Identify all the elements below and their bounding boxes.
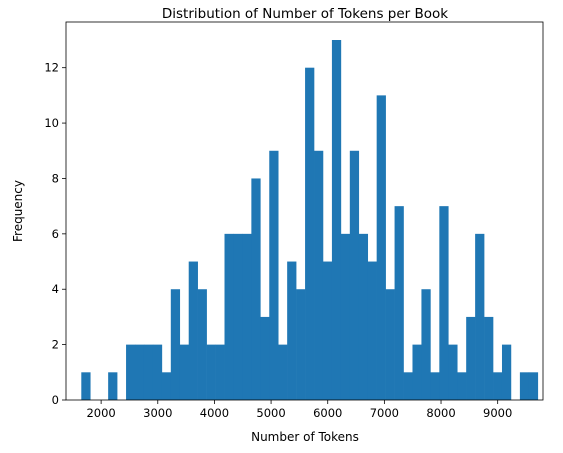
y-tick-label: 8	[52, 171, 59, 185]
plot-frame	[65, 21, 544, 401]
x-tick-label: 6000	[313, 406, 342, 420]
histogram-bar	[367, 261, 377, 400]
histogram-bar	[376, 95, 386, 400]
y-axis-label: Frequency	[11, 180, 25, 242]
histogram-bar	[296, 289, 306, 400]
histogram-bar	[179, 344, 189, 400]
x-tick-label: 7000	[370, 406, 399, 420]
x-tick-label: 4000	[200, 406, 229, 420]
histogram-bar	[287, 261, 297, 400]
histogram-bar	[224, 233, 234, 400]
histogram-bar	[206, 344, 216, 400]
x-tick-label: 8000	[426, 406, 455, 420]
x-tick-label: 5000	[256, 406, 285, 420]
y-tick-label: 2	[52, 338, 59, 352]
histogram-bar	[340, 233, 351, 400]
histogram-bar	[314, 150, 324, 400]
histogram-bar	[322, 261, 333, 400]
histogram-bar	[448, 344, 458, 400]
histogram-bar	[358, 233, 369, 400]
histogram-bar	[528, 372, 539, 400]
histogram-bar	[152, 344, 163, 400]
histogram-bar	[251, 178, 261, 400]
histogram-bar	[260, 316, 270, 400]
histogram-bar	[170, 289, 181, 400]
histogram-bar	[126, 344, 136, 400]
histogram-bar	[403, 372, 413, 400]
x-axis: 2000 3000 4000 5000 6000 7000 8000 9000	[86, 400, 512, 420]
histogram-bar	[430, 372, 440, 400]
histogram-bar	[269, 150, 279, 400]
x-tick-label: 9000	[483, 406, 512, 420]
histogram-bar	[135, 344, 145, 400]
histogram-bar	[81, 372, 91, 400]
histogram-bar	[233, 233, 243, 400]
y-axis: 0 2 4 6 8 10 12	[44, 61, 66, 407]
histogram-bar	[242, 233, 252, 400]
y-tick-label: 0	[52, 393, 59, 407]
x-tick-label: 3000	[143, 406, 172, 420]
histogram-bar	[385, 289, 395, 400]
histogram-bar	[457, 372, 467, 400]
x-tick-label: 2000	[86, 406, 115, 420]
histogram-bar	[188, 261, 198, 400]
histogram-bar	[197, 289, 207, 400]
histogram-bar	[493, 372, 503, 400]
chart-title: Distribution of Number of Tokens per Boo…	[162, 6, 448, 22]
y-tick-label: 6	[52, 227, 59, 241]
histogram-bar	[501, 344, 512, 400]
histogram-bar	[466, 316, 476, 400]
histogram-bar	[143, 344, 154, 400]
y-tick-label: 10	[44, 116, 59, 130]
histogram-bar	[484, 316, 494, 400]
histogram-bar	[349, 150, 360, 400]
histogram-bar	[394, 206, 404, 400]
histogram-bar	[519, 372, 530, 400]
histogram-bar	[305, 67, 315, 400]
x-axis-label: Number of Tokens	[251, 430, 359, 444]
y-tick-label: 12	[44, 61, 59, 75]
histogram-bar	[475, 233, 485, 400]
histogram-bar	[108, 372, 118, 400]
histogram-bar	[331, 40, 342, 400]
histogram-bar	[278, 344, 288, 400]
y-tick-label: 4	[52, 282, 59, 296]
histogram-bar	[215, 344, 225, 400]
histogram-bar	[439, 206, 449, 400]
bars	[81, 40, 539, 400]
histogram-bar	[412, 344, 422, 400]
histogram-bar	[421, 289, 431, 400]
histogram-bar	[161, 372, 172, 400]
